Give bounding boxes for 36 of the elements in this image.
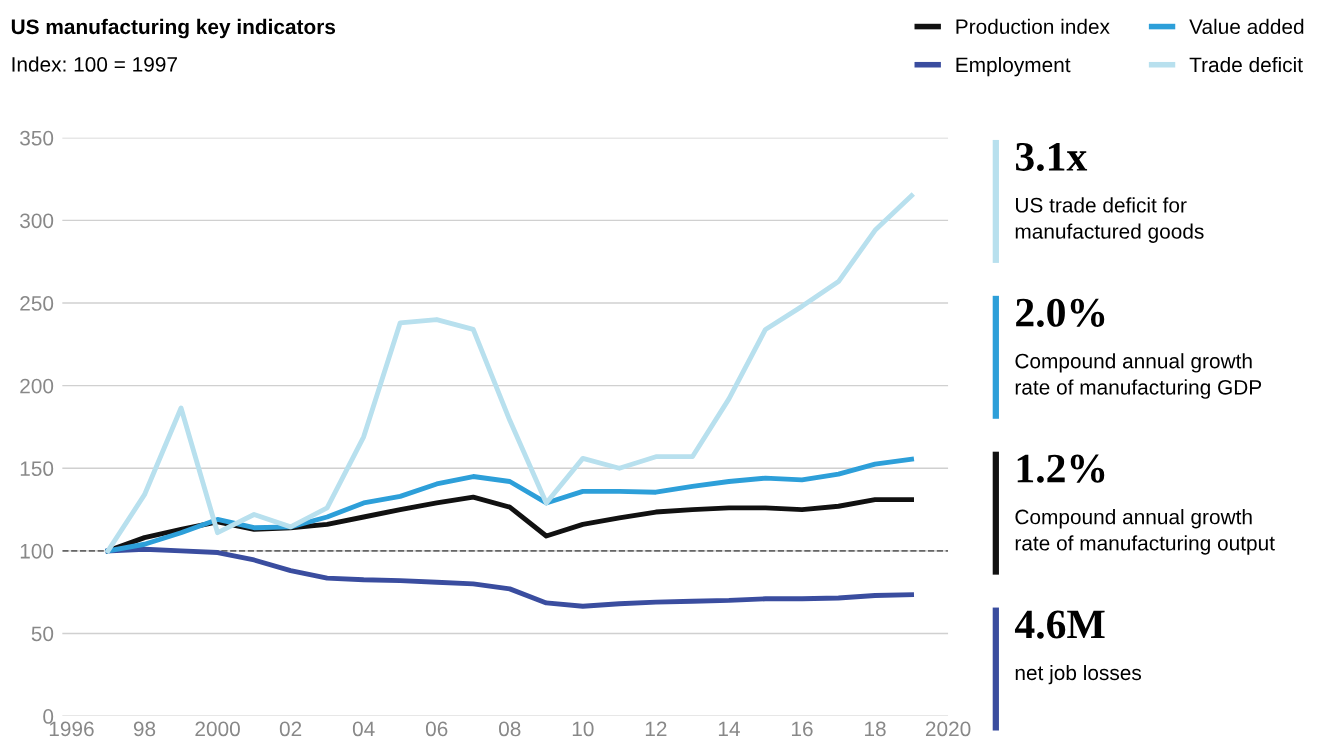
x-tick-label: 14 bbox=[718, 721, 740, 737]
y-tick-label: 150 bbox=[20, 461, 54, 477]
line-series bbox=[105, 546, 914, 609]
x-tick-label: 2000 bbox=[195, 721, 240, 737]
text: 4.6M bbox=[1014, 610, 1105, 639]
chart-subtitle: Index: 100 = 1997 bbox=[12, 56, 177, 72]
y-tick-label: 200 bbox=[20, 378, 54, 394]
x-tick-label: 2020 bbox=[925, 721, 971, 737]
line-series bbox=[105, 193, 914, 554]
x-tick-label: 16 bbox=[791, 721, 813, 737]
text: Compound annual growth rate of manufacturing GDP bbox=[1015, 353, 1262, 399]
text: US trade deficit for manufactured goods bbox=[1015, 197, 1204, 243]
y-tick-label: 100 bbox=[20, 543, 54, 559]
text: 2.0% bbox=[1016, 298, 1105, 327]
legend-label: Employment bbox=[956, 56, 1071, 77]
y-tick-label: 250 bbox=[20, 296, 54, 311]
x-tick-label: 04 bbox=[352, 721, 375, 737]
legend-label: Production index bbox=[956, 18, 1110, 35]
text: 3.1x bbox=[1015, 142, 1088, 172]
text: 1.2% bbox=[1017, 454, 1105, 483]
y-tick-label: 300 bbox=[20, 213, 54, 229]
x-tick-label: 18 bbox=[865, 721, 886, 737]
x-tick-label: 08 bbox=[499, 721, 521, 737]
x-tick-label: 12 bbox=[645, 721, 667, 737]
legend-label: Trade deficit bbox=[1189, 56, 1303, 73]
legend-label: Value added bbox=[1189, 18, 1304, 35]
x-tick-label: 02 bbox=[279, 721, 302, 737]
y-tick-label: 350 bbox=[20, 130, 54, 146]
chart-title: US manufacturing key indicators bbox=[11, 18, 336, 39]
text: Compound annual growth rate of manufacturing output bbox=[1015, 509, 1275, 555]
x-tick-label: 98 bbox=[133, 721, 156, 737]
y-tick-label: 50 bbox=[31, 626, 54, 642]
x-tick-label: 10 bbox=[572, 721, 594, 737]
text: net job losses bbox=[1015, 664, 1142, 685]
line-series bbox=[105, 456, 914, 554]
x-tick-label: 06 bbox=[425, 721, 448, 737]
